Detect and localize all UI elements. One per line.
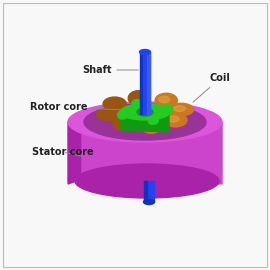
Ellipse shape xyxy=(137,108,153,116)
Ellipse shape xyxy=(167,116,179,122)
Ellipse shape xyxy=(132,100,142,107)
Ellipse shape xyxy=(113,116,135,131)
Ellipse shape xyxy=(141,118,162,133)
Text: Shaft: Shaft xyxy=(82,65,138,75)
Ellipse shape xyxy=(155,93,177,108)
Ellipse shape xyxy=(75,164,219,198)
Ellipse shape xyxy=(170,103,193,116)
Ellipse shape xyxy=(163,105,173,113)
Text: Coil: Coil xyxy=(193,73,231,102)
Text: Stator core: Stator core xyxy=(32,147,94,157)
Ellipse shape xyxy=(103,97,126,111)
Ellipse shape xyxy=(173,106,185,112)
Ellipse shape xyxy=(140,49,150,55)
Polygon shape xyxy=(68,119,82,184)
Ellipse shape xyxy=(143,200,154,204)
Polygon shape xyxy=(144,181,147,202)
Polygon shape xyxy=(140,52,143,114)
Ellipse shape xyxy=(68,102,222,142)
Polygon shape xyxy=(147,52,150,114)
Polygon shape xyxy=(144,181,154,202)
Polygon shape xyxy=(121,112,169,132)
Ellipse shape xyxy=(164,113,187,127)
Text: Rotor core: Rotor core xyxy=(30,102,122,112)
Ellipse shape xyxy=(128,91,149,106)
Ellipse shape xyxy=(120,104,170,120)
Ellipse shape xyxy=(117,111,127,119)
Ellipse shape xyxy=(97,108,120,121)
Ellipse shape xyxy=(84,104,206,140)
Polygon shape xyxy=(82,119,222,184)
Ellipse shape xyxy=(159,96,170,103)
Ellipse shape xyxy=(148,116,158,124)
Polygon shape xyxy=(143,52,150,114)
